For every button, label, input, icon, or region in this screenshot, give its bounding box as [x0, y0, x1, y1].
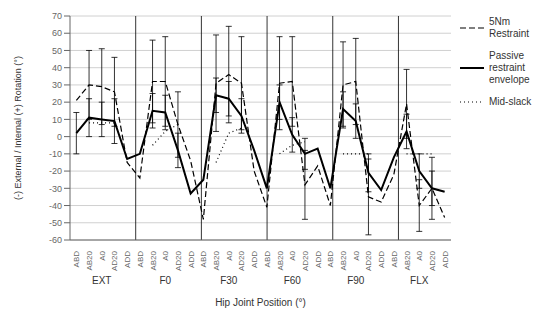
- svg-text:AB20: AB20: [149, 250, 158, 270]
- html-text:Mid-slack: Mid-slack: [489, 96, 532, 107]
- svg-text:ADD: ADD: [314, 251, 323, 268]
- svg-text:AB20: AB20: [403, 250, 412, 270]
- svg-text:A0: A0: [161, 250, 170, 260]
- svg-text:50: 50: [52, 46, 62, 56]
- svg-text:40: 40: [52, 63, 62, 73]
- svg-text:A0: A0: [288, 250, 297, 260]
- svg-text:A0: A0: [415, 250, 424, 260]
- svg-text:F0: F0: [159, 275, 171, 286]
- svg-text:AD20: AD20: [174, 250, 183, 271]
- svg-text:70: 70: [52, 11, 62, 21]
- svg-text:AB20: AB20: [212, 250, 221, 270]
- svg-text:ADD: ADD: [250, 251, 259, 268]
- svg-text:Hip Joint Position (°): Hip Joint Position (°): [215, 297, 306, 308]
- svg-text:FLX: FLX: [410, 275, 429, 286]
- svg-text:-30: -30: [49, 184, 62, 194]
- svg-text:AB20: AB20: [339, 250, 348, 270]
- svg-text:ABD: ABD: [199, 251, 208, 268]
- svg-text:-60: -60: [49, 235, 62, 245]
- svg-text:ABD: ABD: [136, 251, 145, 268]
- svg-text:AB20: AB20: [85, 250, 94, 270]
- svg-text:ABD: ABD: [72, 251, 81, 268]
- svg-text:-50: -50: [49, 218, 62, 228]
- svg-text:10: 10: [52, 115, 62, 125]
- svg-text:ABD: ABD: [263, 251, 272, 268]
- svg-text:60: 60: [52, 28, 62, 38]
- svg-text:F90: F90: [347, 275, 365, 286]
- svg-text:ABD: ABD: [326, 251, 335, 268]
- html-text:Passive restraint envelope: Passive restraint envelope: [489, 50, 530, 85]
- svg-text:F60: F60: [284, 275, 302, 286]
- svg-text:A0: A0: [352, 250, 361, 260]
- svg-text:ADD: ADD: [441, 251, 450, 268]
- svg-text:A0: A0: [225, 250, 234, 260]
- html-text:5Nm Restraint: 5Nm Restraint: [489, 16, 529, 39]
- svg-text:ADD: ADD: [123, 251, 132, 268]
- svg-text:-20: -20: [49, 166, 62, 176]
- svg-text:ADD: ADD: [377, 251, 386, 268]
- svg-text:ADD: ADD: [187, 251, 196, 268]
- svg-text:AB20: AB20: [276, 250, 285, 270]
- svg-text:AD20: AD20: [237, 250, 246, 271]
- svg-text:0: 0: [57, 132, 62, 142]
- svg-text:A0: A0: [98, 250, 107, 260]
- svg-text:-10: -10: [49, 149, 62, 159]
- svg-text:EXT: EXT: [92, 275, 111, 286]
- svg-text:AD20: AD20: [110, 250, 119, 271]
- svg-text:AD20: AD20: [364, 250, 373, 271]
- svg-text:30: 30: [52, 80, 62, 90]
- svg-text:ABD: ABD: [390, 251, 399, 268]
- svg-text:AD20: AD20: [301, 250, 310, 271]
- svg-text:(-) External / Internal (+) Ro: (-) External / Internal (+) Rotation (°): [13, 56, 23, 200]
- svg-text:AD20: AD20: [428, 250, 437, 271]
- svg-text:20: 20: [52, 97, 62, 107]
- svg-text:-40: -40: [49, 201, 62, 211]
- svg-text:F30: F30: [220, 275, 238, 286]
